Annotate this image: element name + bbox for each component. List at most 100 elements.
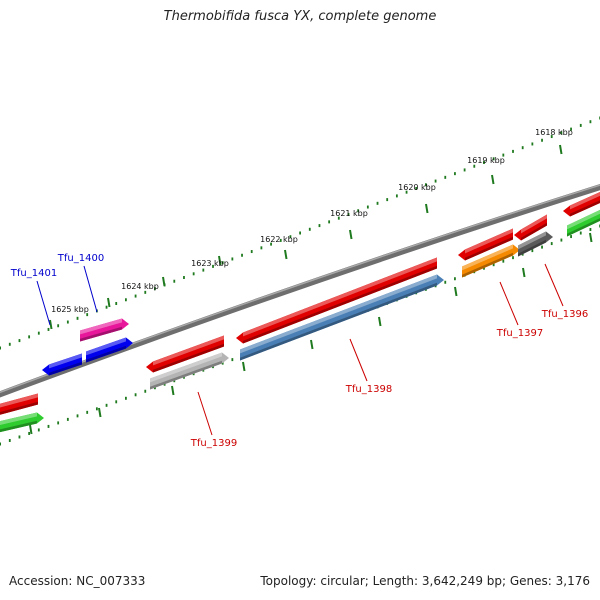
major-tick: [349, 229, 353, 240]
genome-backbone: [0, 184, 600, 398]
tick-dot: [531, 249, 534, 253]
tick-dot: [183, 276, 185, 280]
gene-feature[interactable]: [146, 335, 224, 373]
genome-backbone-highlight: [0, 184, 600, 394]
tick-dot: [125, 298, 127, 302]
tick-dot: [86, 410, 89, 414]
tick-dot: [144, 389, 147, 393]
tick-dot: [541, 138, 543, 142]
gene-feature[interactable]: [240, 274, 444, 361]
gene-feature-shadow: [243, 265, 437, 344]
tick-dot: [202, 268, 205, 272]
tick-dot: [212, 264, 214, 268]
gene-feature[interactable]: [42, 353, 82, 376]
tick-dots: [0, 116, 600, 446]
tick-dot: [134, 393, 137, 397]
tick-dot: [289, 235, 292, 239]
gene-feature-highlight: [570, 192, 600, 210]
gene-feature[interactable]: [458, 228, 513, 261]
tick-dot: [66, 417, 69, 421]
gene-feature[interactable]: [462, 244, 520, 278]
map-title: Thermobifida fusca YX, complete genome: [163, 9, 437, 24]
tick-label: 1623 kbp: [191, 259, 229, 268]
major-tick: [454, 286, 458, 297]
tick-dot: [173, 279, 176, 283]
tick-label: 1620 kbp: [398, 183, 436, 192]
gene-feature[interactable]: [0, 393, 38, 416]
gene-feature-shadow: [153, 343, 224, 373]
tick-dot: [415, 186, 418, 190]
tick-dot: [125, 396, 127, 400]
tick-dot: [483, 161, 485, 165]
tick-dot: [444, 280, 447, 284]
tick-dot: [221, 361, 224, 365]
gene-feature[interactable]: [567, 209, 600, 237]
gene-label: Tfu_1401: [10, 268, 57, 279]
gene-feature-shadow: [0, 420, 37, 433]
genome-summary-text: Topology: circular; Length: 3,642,249 bp…: [260, 574, 590, 588]
tick-dot: [502, 153, 505, 157]
tick-dot: [279, 238, 282, 242]
major-tick: [425, 203, 429, 214]
major-tick: [559, 144, 563, 155]
major-tick: [107, 297, 111, 308]
tick-dot: [434, 179, 437, 183]
tick-dot: [105, 305, 108, 309]
tick-dot: [231, 358, 234, 362]
gene-feature[interactable]: [518, 231, 553, 257]
tick-dot: [366, 205, 369, 209]
gene-feature-highlight: [86, 337, 126, 356]
tick-dot: [579, 123, 582, 127]
gene-leader-line: [83, 265, 98, 313]
gene-feature-highlight: [150, 352, 222, 383]
tick-dot: [299, 231, 301, 235]
gene-feature-highlight: [0, 393, 38, 408]
tick-dot: [512, 149, 514, 153]
tick-dot: [231, 257, 234, 261]
tick-dot: [250, 250, 253, 254]
gene-feature-body[interactable]: [0, 412, 44, 435]
gene-label: Tfu_1399: [190, 438, 237, 449]
gene-feature-shadow: [567, 218, 600, 237]
major-tick: [49, 319, 53, 330]
gene-feature-highlight: [462, 244, 513, 271]
tick-dot: [376, 201, 379, 205]
gene-feature-highlight: [153, 335, 224, 366]
tick-dot: [463, 168, 466, 172]
gene-feature[interactable]: [80, 318, 129, 342]
tick-dot: [492, 263, 495, 267]
tick-dot: [502, 259, 505, 263]
gene-feature-highlight: [567, 209, 600, 230]
tick-dot: [328, 220, 331, 224]
tick-dot: [347, 212, 350, 216]
gene-feature[interactable]: [150, 352, 229, 390]
tick-dot: [425, 183, 427, 187]
major-tick: [162, 276, 166, 287]
tick-dot: [57, 324, 60, 328]
tick-dot: [221, 261, 224, 265]
gene-feature[interactable]: [514, 214, 547, 241]
gene-feature-shadow: [240, 282, 437, 361]
tick-dot: [560, 238, 563, 242]
gene-feature[interactable]: [0, 412, 44, 435]
gene-label: Tfu_1396: [541, 309, 588, 320]
tick-dot: [76, 414, 79, 418]
gene-feature[interactable]: [236, 257, 437, 344]
gene-feature[interactable]: [563, 188, 600, 217]
major-tick: [171, 385, 175, 396]
major-ticks-outer: [49, 144, 563, 330]
major-tick: [242, 361, 246, 372]
tick-dot: [337, 216, 340, 220]
major-tick: [589, 232, 593, 243]
tick-dot: [18, 339, 21, 343]
gene-feature-highlight: [80, 318, 122, 335]
gene-label: Tfu_1398: [345, 384, 392, 395]
tick-dot: [57, 421, 60, 425]
gene-feature-shadow: [49, 361, 82, 376]
gene-feature[interactable]: [86, 337, 133, 363]
tick-dot: [550, 135, 553, 139]
gene-features[interactable]: [0, 188, 600, 435]
tick-dot: [163, 382, 166, 386]
